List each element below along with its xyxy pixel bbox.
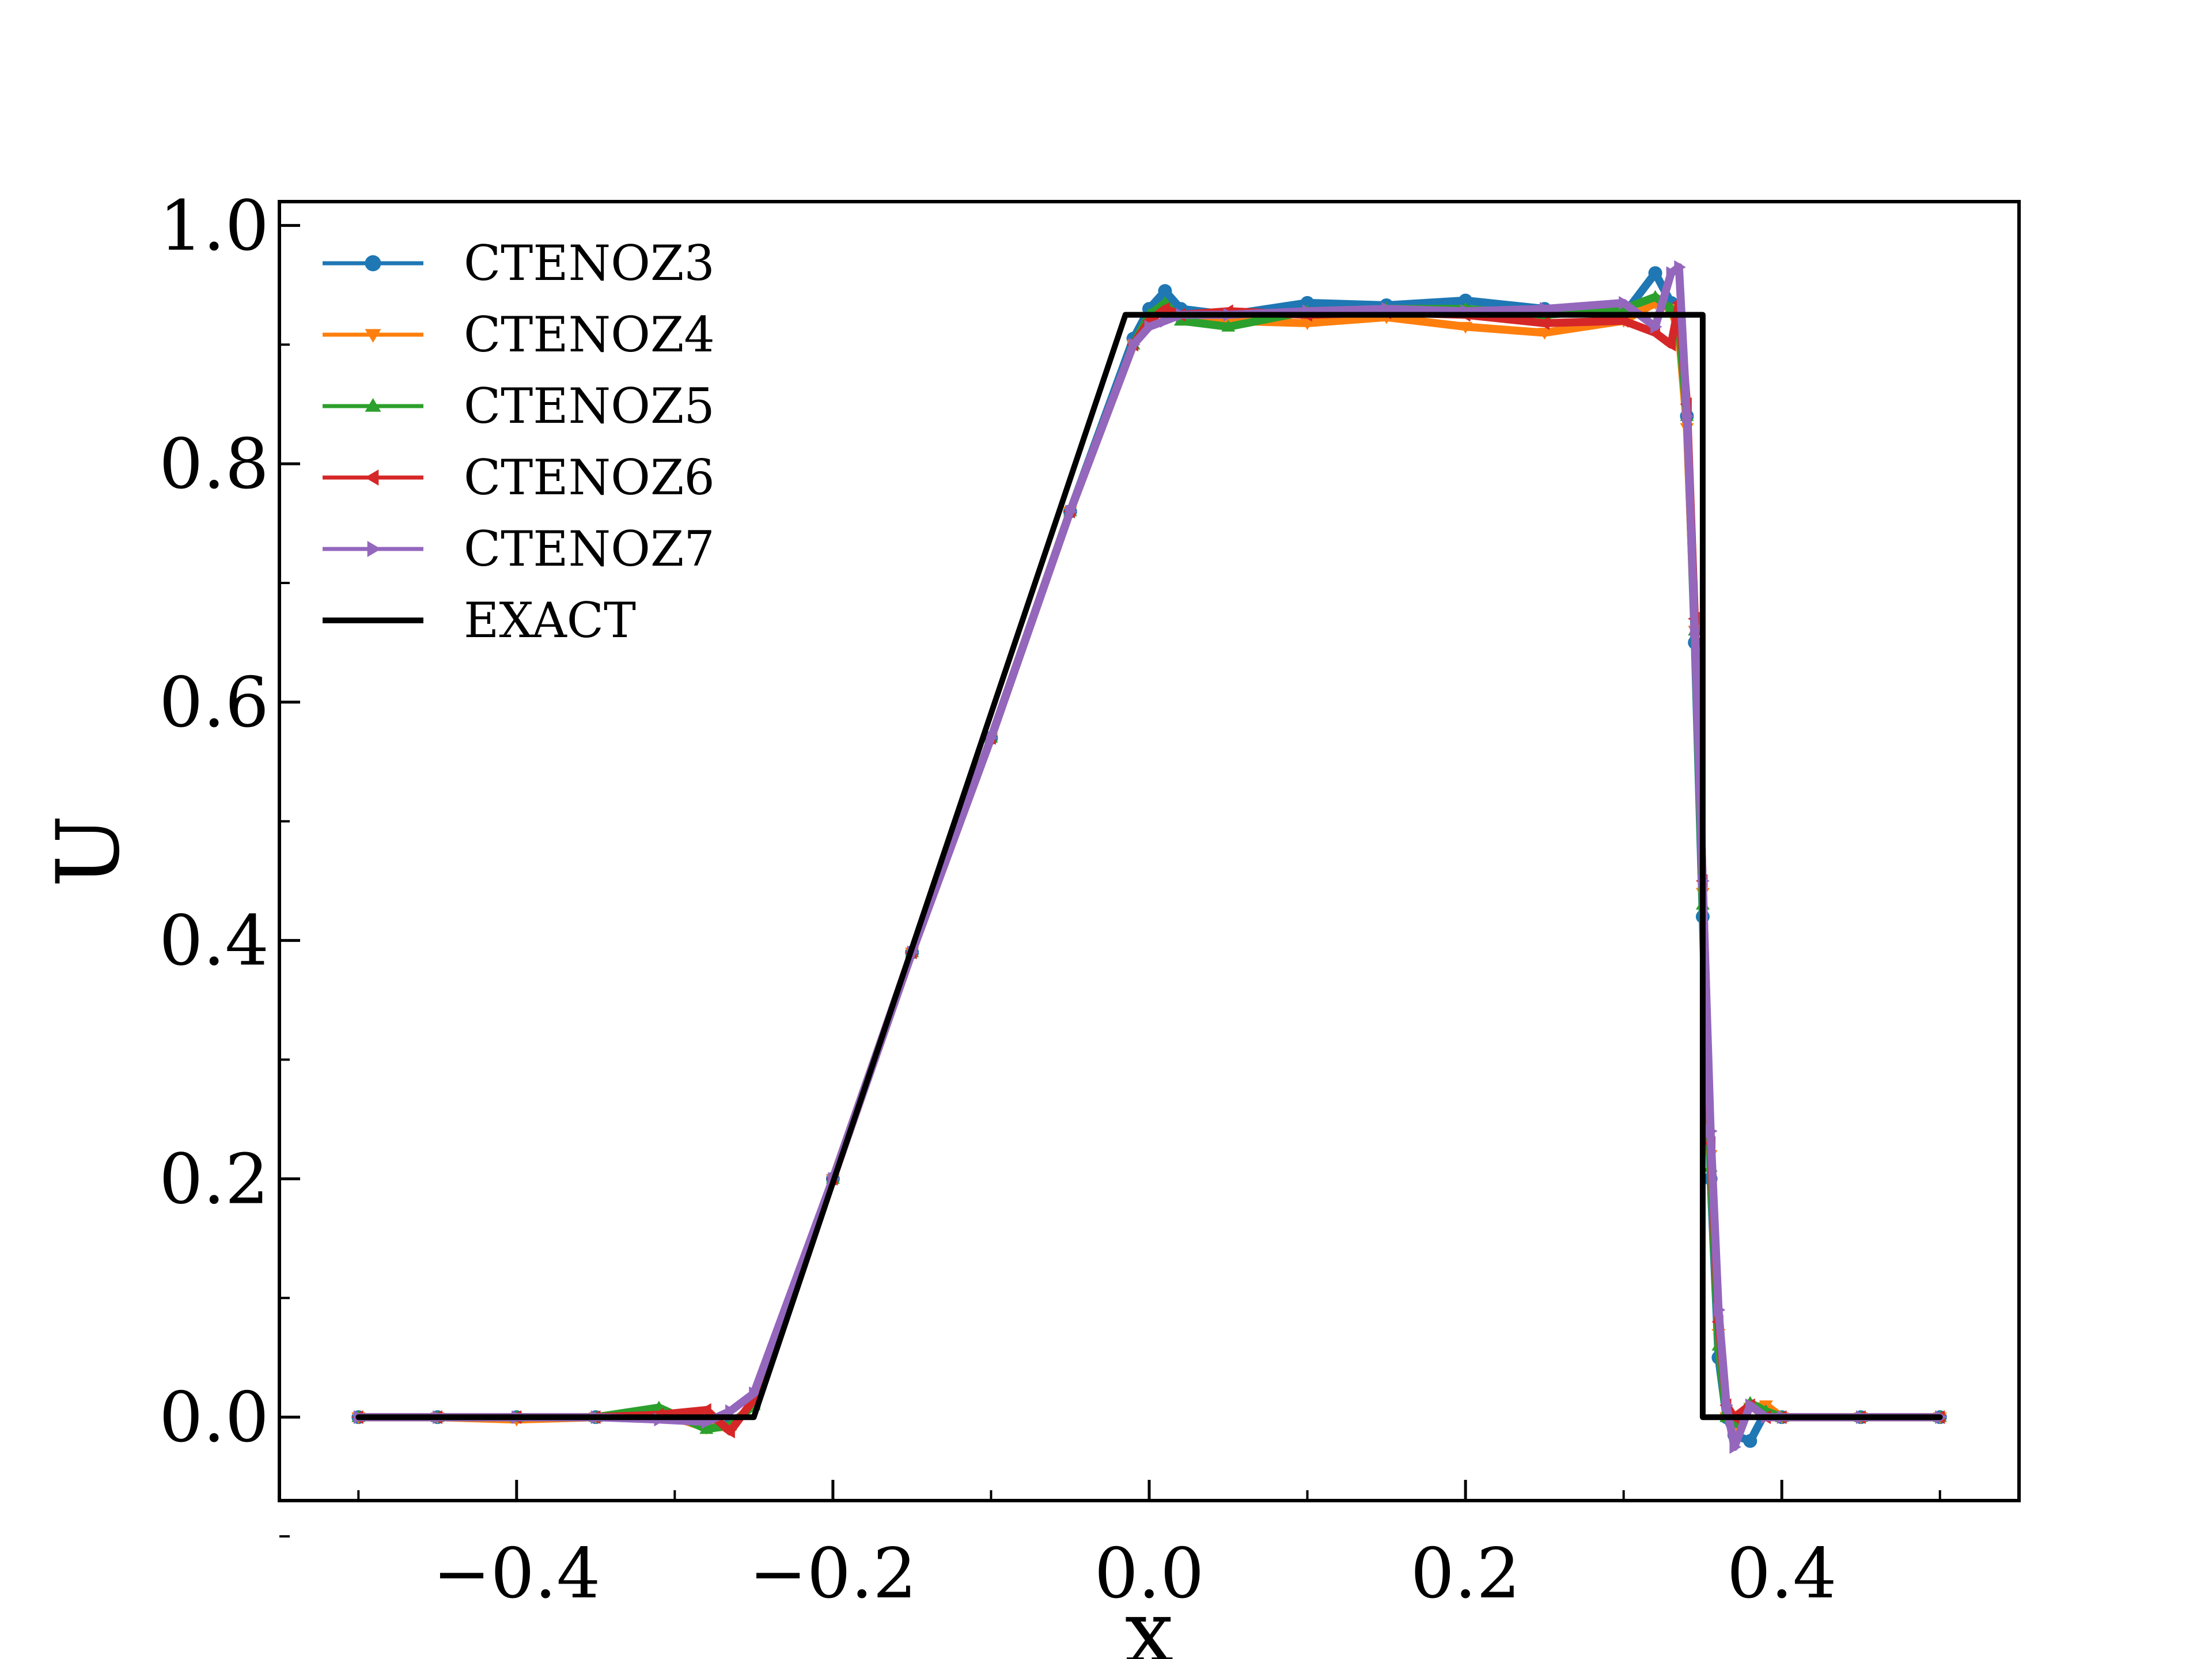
x-tick-label: −0.4 xyxy=(433,1534,600,1614)
data-point-ctenoz7 xyxy=(1674,260,1686,274)
data-point-ctenoz6 xyxy=(699,1403,711,1417)
legend-label-ctenoz3: CTENOZ3 xyxy=(464,235,715,291)
legend-marker-ctenoz5 xyxy=(365,398,381,412)
data-point-ctenoz6 xyxy=(1664,338,1676,352)
data-point-ctenoz3 xyxy=(1459,293,1473,308)
y-axis-label: U xyxy=(39,815,139,887)
data-point-ctenoz5 xyxy=(1173,313,1188,326)
label-layer: −0.4 −0.2 0.0 0.2 0.4 0.0 0.2 0.4 0.6 0.8 1.0 x U xyxy=(39,186,1837,1659)
data-point-ctenoz7 xyxy=(1729,1440,1741,1454)
data-point-ctenoz7 xyxy=(1706,1124,1718,1138)
legend-marker-ctenoz6 xyxy=(365,469,379,486)
x-tick-label: 0.0 xyxy=(1094,1534,1205,1614)
data-point-ctenoz3 xyxy=(1158,284,1172,298)
y-tick-label: 0.8 xyxy=(159,425,269,505)
legend-marker-ctenoz4 xyxy=(365,329,381,343)
legend-label-ctenoz5: CTENOZ5 xyxy=(464,378,715,434)
data-point-ctenoz7 xyxy=(1128,338,1141,352)
data-point-ctenoz7 xyxy=(1745,1398,1758,1412)
series-exact xyxy=(355,312,1943,1421)
x-tick-label: 0.4 xyxy=(1727,1534,1837,1614)
data-point-ctenoz4 xyxy=(1300,318,1315,331)
data-point-ctenoz4 xyxy=(1537,328,1552,340)
series-layer xyxy=(351,260,1947,1454)
legend: CTENOZ3 CTENOZ4 CTENOZ5 CTENOZ6 CTENOZ7 EXACT xyxy=(323,235,715,649)
legend-label-ctenoz4: CTENOZ4 xyxy=(464,306,715,363)
legend-entry-ctenoz6: CTENOZ6 xyxy=(323,449,715,506)
data-point-ctenoz4 xyxy=(1459,321,1473,334)
data-point-ctenoz6 xyxy=(1537,316,1550,331)
data-point-ctenoz7 xyxy=(1721,1398,1734,1412)
data-point-ctenoz7 xyxy=(1650,320,1662,334)
legend-marker-ctenoz7 xyxy=(367,541,381,557)
y-tick-label: 1.0 xyxy=(159,186,269,266)
data-point-ctenoz7 xyxy=(1666,266,1678,281)
data-point-ctenoz7 xyxy=(1065,504,1077,518)
y-tick-label: 0.0 xyxy=(159,1378,269,1458)
legend-entry-ctenoz5: CTENOZ5 xyxy=(323,378,715,434)
data-point-ctenoz7 xyxy=(986,730,998,745)
x-tick-label: 0.2 xyxy=(1411,1534,1521,1614)
data-point-ctenoz7 xyxy=(1144,320,1156,334)
legend-entry-exact: EXACT xyxy=(323,592,636,649)
legend-label-ctenoz6: CTENOZ6 xyxy=(464,449,715,506)
data-point-ctenoz3 xyxy=(1743,1434,1758,1448)
data-point-ctenoz7 xyxy=(1713,1302,1726,1317)
data-point-ctenoz7 xyxy=(1690,623,1702,638)
x-tick-label: −0.2 xyxy=(749,1534,916,1614)
y-tick-label: 0.2 xyxy=(159,1139,269,1219)
data-point-ctenoz6 xyxy=(723,1425,735,1439)
data-point-ctenoz5 xyxy=(1648,290,1662,302)
data-point-ctenoz7 xyxy=(1619,296,1631,310)
legend-entry-ctenoz4: CTENOZ4 xyxy=(323,306,715,363)
legend-marker-ctenoz3 xyxy=(365,255,381,271)
data-point-ctenoz3 xyxy=(1648,266,1662,281)
y-tick-label: 0.6 xyxy=(159,663,269,743)
series-line-exact xyxy=(355,312,1943,1421)
legend-label-exact: EXACT xyxy=(464,592,636,649)
x-axis-label: x xyxy=(1125,1582,1174,1659)
data-point-ctenoz7 xyxy=(749,1386,761,1400)
legend-label-ctenoz7: CTENOZ7 xyxy=(464,521,715,577)
plot-area-frame xyxy=(278,200,2021,1502)
legend-entry-ctenoz3: CTENOZ3 xyxy=(323,235,715,291)
data-point-ctenoz5 xyxy=(699,1422,714,1434)
data-point-ctenoz7 xyxy=(1682,409,1694,423)
data-point-ctenoz5 xyxy=(1221,320,1236,332)
legend-entry-ctenoz7: CTENOZ7 xyxy=(323,521,715,577)
y-tick-label: 0.4 xyxy=(159,902,269,982)
